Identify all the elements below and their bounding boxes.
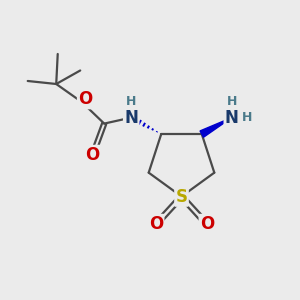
Polygon shape	[200, 118, 232, 137]
Text: O: O	[85, 146, 99, 164]
Text: O: O	[78, 90, 92, 108]
Text: H: H	[126, 95, 136, 108]
Text: H: H	[226, 95, 237, 108]
Text: O: O	[200, 215, 214, 233]
Text: O: O	[149, 215, 163, 233]
Text: N: N	[124, 109, 138, 127]
Text: S: S	[176, 188, 188, 206]
Text: H: H	[242, 111, 252, 124]
Text: N: N	[225, 109, 239, 127]
